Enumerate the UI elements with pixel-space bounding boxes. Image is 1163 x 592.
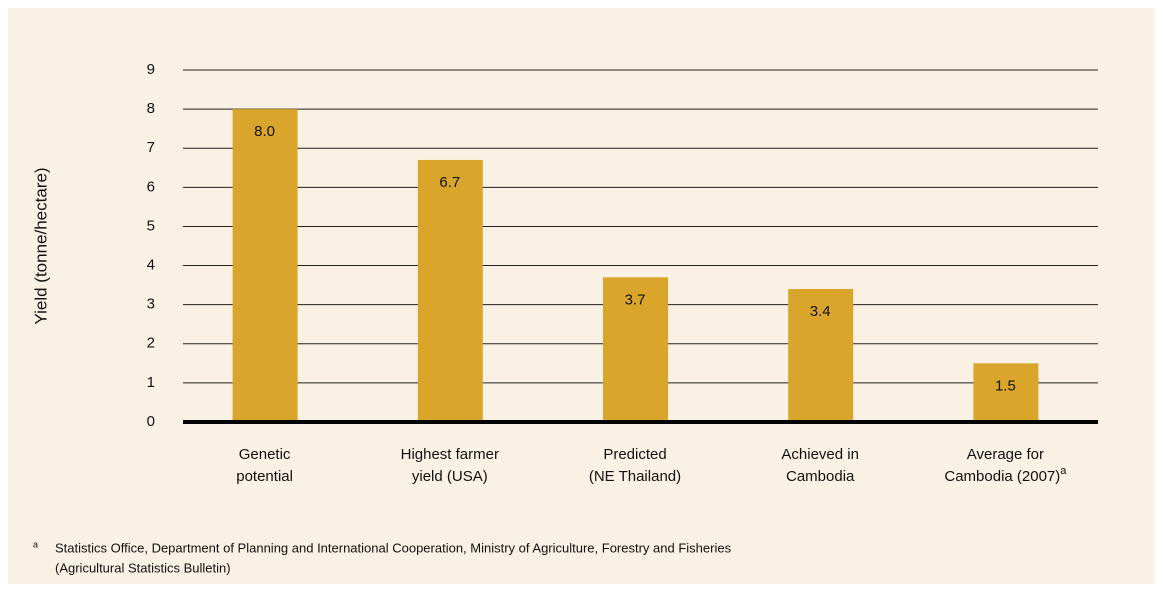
value-label: 6.7 bbox=[439, 174, 460, 191]
value-label: 8.0 bbox=[254, 123, 275, 140]
bar bbox=[973, 363, 1039, 422]
x-tick-label: Predicted bbox=[603, 446, 666, 463]
footnote: (Agricultural Statistics Bulletin) bbox=[55, 560, 231, 575]
bar bbox=[232, 109, 298, 422]
bar bbox=[417, 159, 483, 422]
x-tick-label: Achieved in bbox=[781, 446, 859, 463]
x-tick-label: Cambodia (2007)a bbox=[944, 465, 1067, 485]
x-tick-label: (NE Thailand) bbox=[589, 468, 681, 485]
x-tick-label: Genetic bbox=[239, 446, 291, 463]
bar bbox=[603, 277, 668, 422]
bar bbox=[788, 289, 854, 422]
y-axis-title: Yield (tonne/hectare) bbox=[31, 167, 50, 324]
footnote: Statistics Office, Department of Plannin… bbox=[55, 540, 732, 555]
value-label: 3.7 bbox=[625, 291, 646, 308]
y-tick-label: 7 bbox=[147, 139, 155, 156]
y-tick-label: 4 bbox=[147, 257, 155, 274]
x-tick-label-text: Cambodia (2007) bbox=[944, 468, 1060, 485]
background bbox=[8, 8, 1155, 584]
footnote-marker: a bbox=[33, 539, 38, 549]
x-tick-label: potential bbox=[236, 468, 293, 485]
y-tick-label: 1 bbox=[147, 374, 155, 391]
x-tick-label: yield (USA) bbox=[412, 468, 488, 485]
y-tick-label: 8 bbox=[147, 100, 155, 117]
x-tick-label: Cambodia bbox=[786, 468, 855, 485]
x-tick-label: Average for bbox=[967, 446, 1044, 463]
y-tick-label: 2 bbox=[147, 335, 155, 352]
y-tick-label: 0 bbox=[147, 413, 155, 430]
x-tick-label: Highest farmer bbox=[401, 446, 499, 463]
y-tick-label: 6 bbox=[147, 178, 155, 195]
value-label: 3.4 bbox=[810, 303, 831, 320]
value-label: 1.5 bbox=[995, 377, 1016, 394]
footnote-marker: a bbox=[1060, 465, 1067, 477]
y-tick-label: 9 bbox=[147, 61, 155, 78]
y-tick-label: 5 bbox=[147, 217, 155, 234]
y-tick-label: 3 bbox=[147, 296, 155, 313]
